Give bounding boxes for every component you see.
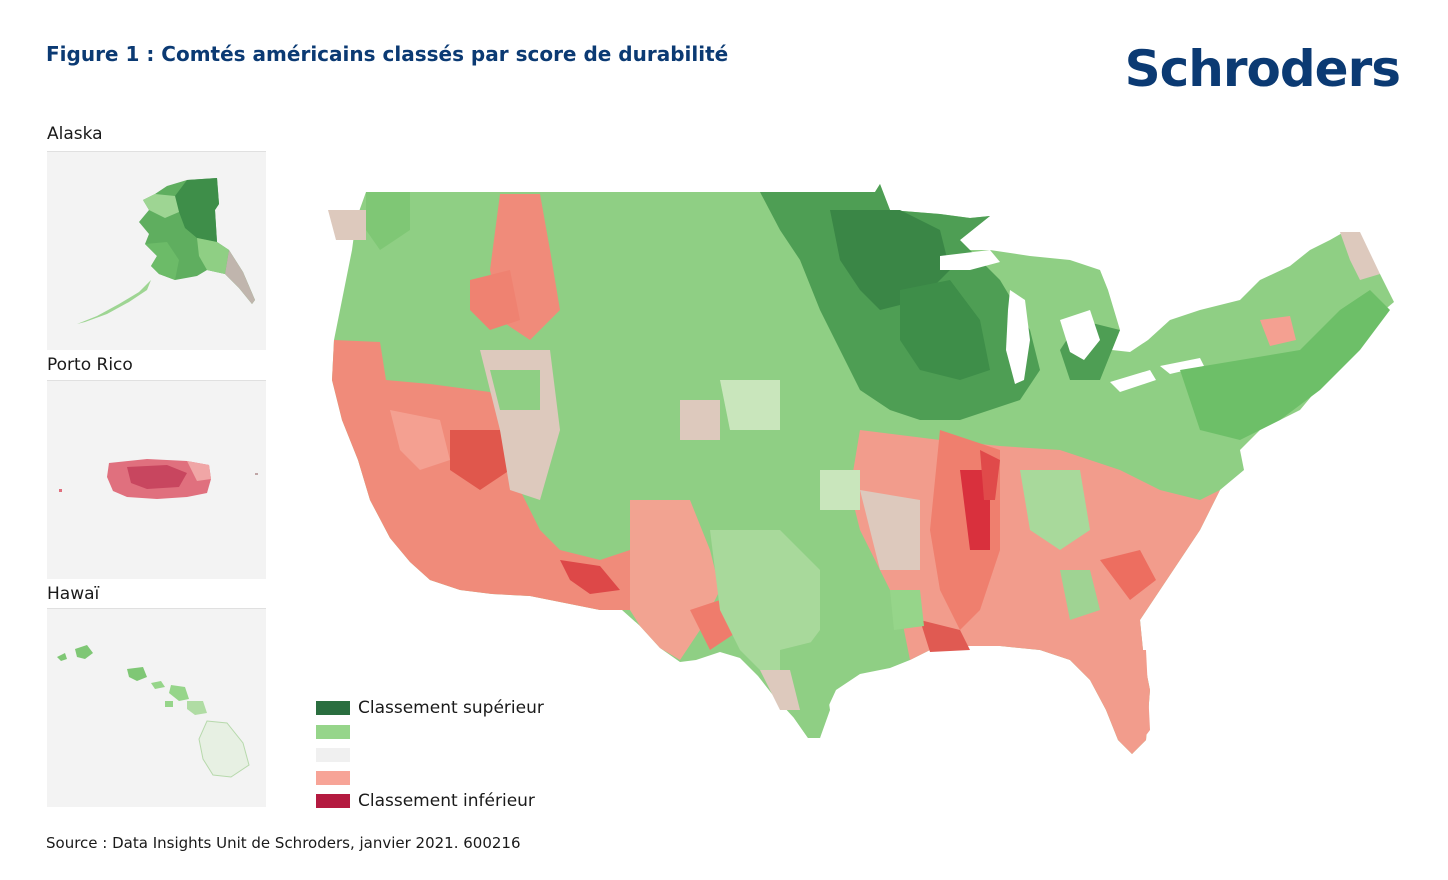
legend-swatch-high: [316, 725, 350, 739]
inset-puerto-rico: [47, 380, 266, 579]
legend-item-low: [316, 768, 358, 788]
legend-swatch-bottom: [316, 794, 350, 808]
legend-swatch-neutral: [316, 748, 350, 762]
legend-item-bottom: Classement inférieur: [316, 791, 535, 811]
legend-item-top: Classement supérieur: [316, 698, 544, 718]
legend-swatch-low: [316, 771, 350, 785]
legend-swatch-top: [316, 701, 350, 715]
inset-hawaii: [47, 608, 266, 807]
inset-label-hawaii: Hawaï: [47, 584, 100, 604]
legend-label-bottom: Classement inférieur: [358, 791, 535, 811]
hawaii-map: [57, 645, 250, 778]
us-map-svg: [328, 184, 1394, 754]
figure-title: Figure 1 : Comtés américains classés par…: [46, 42, 729, 66]
schroders-logo: Schroders: [1124, 40, 1401, 98]
source-note: Source : Data Insights Unit de Schroders…: [46, 834, 521, 852]
legend-item-neutral: [316, 745, 358, 765]
inset-label-alaska: Alaska: [47, 124, 103, 144]
legend-item-high: [316, 722, 358, 742]
legend-label-top: Classement supérieur: [358, 698, 544, 718]
us-county-map: [300, 170, 1410, 770]
alaska-map: [77, 178, 255, 324]
puerto-rico-map: [59, 459, 258, 499]
inset-label-puerto-rico: Porto Rico: [47, 355, 133, 375]
inset-alaska: [47, 151, 266, 350]
